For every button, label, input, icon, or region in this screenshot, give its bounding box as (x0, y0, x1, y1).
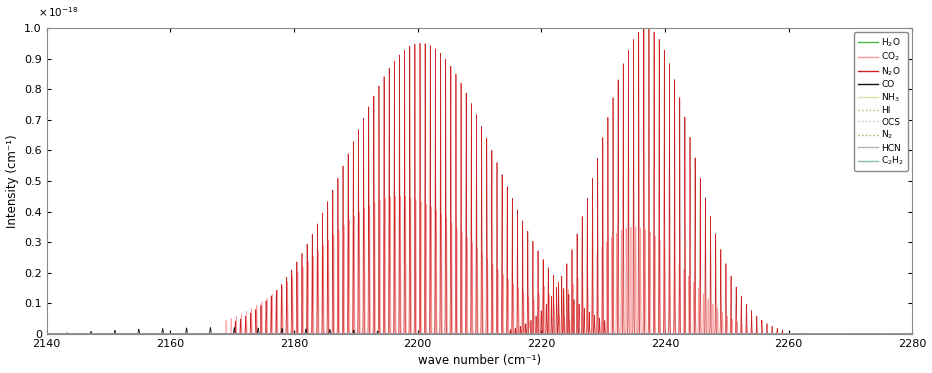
X-axis label: wave number (cm⁻¹): wave number (cm⁻¹) (418, 354, 541, 367)
Y-axis label: Intensity (cm⁻¹): Intensity (cm⁻¹) (6, 134, 19, 228)
Legend: H$_2$O, CO$_2$, N$_2$O, CO, NH$_3$, HI, OCS, N$_2$, HCN, C$_2$H$_2$: H$_2$O, CO$_2$, N$_2$O, CO, NH$_3$, HI, … (854, 32, 908, 171)
Text: $\times\,10^{-18}$: $\times\,10^{-18}$ (38, 5, 78, 19)
